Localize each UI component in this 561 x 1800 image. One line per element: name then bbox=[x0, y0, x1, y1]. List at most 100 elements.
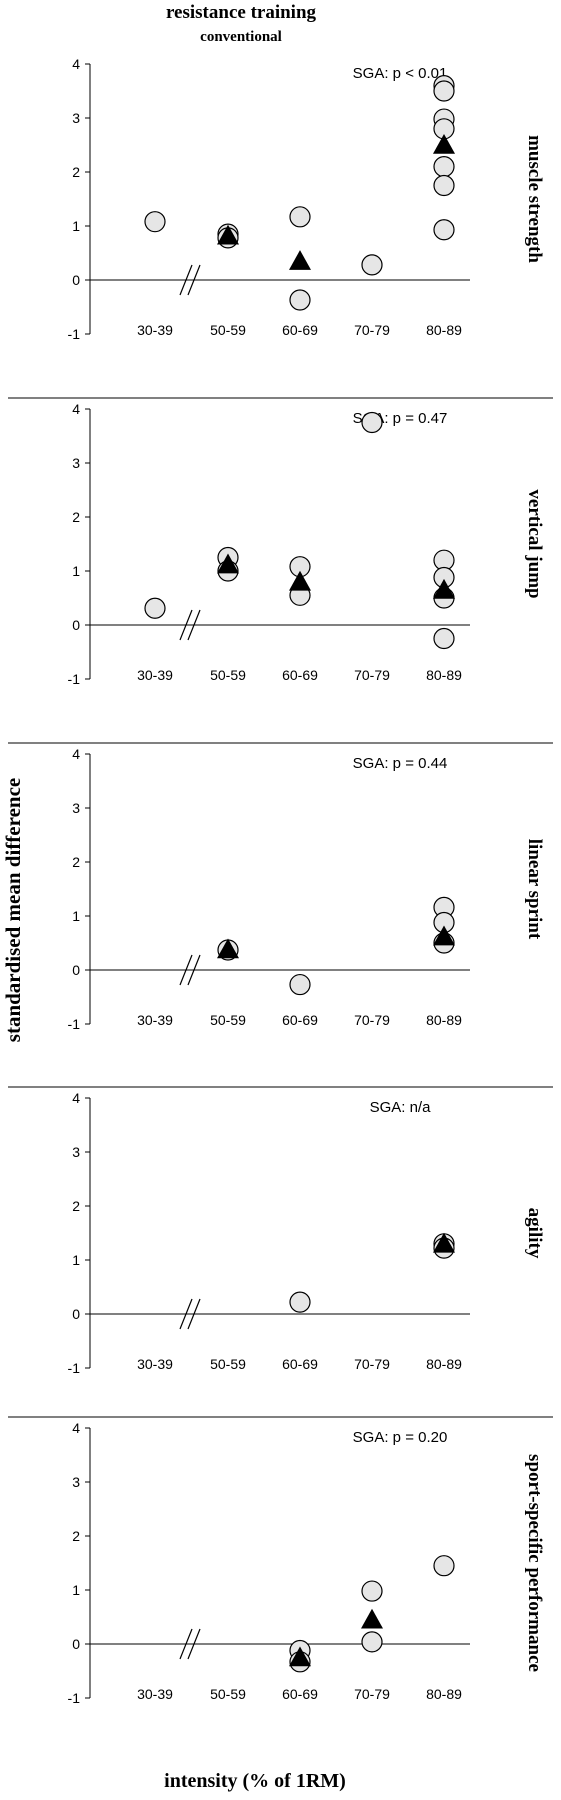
y-axis-label: standardised mean difference bbox=[1, 778, 25, 1042]
sga-annotation: SGA: p = 0.20 bbox=[353, 1429, 448, 1446]
y-tick-label: 4 bbox=[72, 746, 80, 762]
y-tick-label: 1 bbox=[72, 1582, 80, 1598]
axis-break-mark bbox=[179, 609, 193, 641]
mean-triangle bbox=[217, 224, 239, 245]
y-tick-label: 4 bbox=[72, 401, 80, 417]
y-tick-label: 3 bbox=[72, 1474, 80, 1490]
mean-triangle bbox=[361, 1608, 383, 1629]
y-tick-label: 2 bbox=[72, 1528, 80, 1544]
x-tick-label: 50-59 bbox=[210, 1012, 246, 1028]
y-tick-label: 4 bbox=[72, 1420, 80, 1436]
axis-break-mark bbox=[187, 1628, 201, 1660]
data-point-circle bbox=[289, 289, 311, 311]
panel-1: -1 0 1 2 3 4 30-39 50-59 60-69 70-79 80-89 SGA: p <… bbox=[68, 56, 545, 342]
sga-annotation: SGA: p < 0.01 bbox=[353, 65, 448, 82]
y-tick-label: 0 bbox=[72, 1306, 80, 1322]
mean-triangle bbox=[433, 925, 455, 946]
figure-subtitle: conventional bbox=[200, 29, 282, 45]
data-point-circle bbox=[361, 1631, 383, 1653]
axis-break-mark bbox=[179, 954, 193, 986]
axis-break-mark bbox=[187, 954, 201, 986]
x-tick-label: 80-89 bbox=[426, 1012, 462, 1028]
x-tick-label: 60-69 bbox=[282, 1686, 318, 1702]
y-tick-label: 2 bbox=[72, 1198, 80, 1214]
x-tick-label: 80-89 bbox=[426, 667, 462, 683]
x-tick-label: 50-59 bbox=[210, 1686, 246, 1702]
data-point-circle bbox=[289, 973, 311, 996]
panels: -1 0 1 2 3 4 30-39 50-59 60-69 70-79 80-89 SGA: p <… bbox=[8, 56, 553, 1706]
data-point-circle bbox=[433, 219, 455, 241]
x-tick-label: 50-59 bbox=[210, 667, 246, 683]
y-tick-label: 2 bbox=[72, 509, 80, 525]
panel-title: muscle strength bbox=[524, 135, 545, 263]
data-point-circle bbox=[361, 411, 383, 434]
y-tick-label: 3 bbox=[72, 800, 80, 816]
y-tick-label: -1 bbox=[68, 1360, 81, 1376]
mean-triangle bbox=[433, 1232, 455, 1253]
x-tick-label: 70-79 bbox=[354, 1686, 390, 1702]
axis-break-mark bbox=[179, 1628, 193, 1660]
x-tick-label: 50-59 bbox=[210, 1356, 246, 1372]
panel-3: -1 0 1 2 3 4 30-39 50-59 60-69 70-79 80-89 SGA: p =… bbox=[8, 742, 553, 1032]
y-tick-label: 2 bbox=[72, 164, 80, 180]
data-point-circle bbox=[433, 80, 455, 102]
x-tick-label: 30-39 bbox=[137, 667, 173, 683]
mean-triangle bbox=[289, 570, 311, 591]
data-point-circle bbox=[289, 206, 311, 228]
data-point-circle bbox=[144, 597, 166, 619]
mean-triangle bbox=[217, 938, 239, 959]
x-tick-label: 70-79 bbox=[354, 1356, 390, 1372]
mean-triangle bbox=[433, 134, 455, 154]
x-axis-label: intensity (% of 1RM) bbox=[164, 1770, 346, 1792]
mean-triangle bbox=[289, 250, 311, 270]
x-tick-label: 50-59 bbox=[210, 322, 246, 338]
data-point-circle bbox=[144, 211, 166, 233]
y-tick-label: 3 bbox=[72, 1144, 80, 1160]
x-tick-label: 30-39 bbox=[137, 322, 173, 338]
panel-title: vertical jump bbox=[524, 489, 545, 598]
data-point-circle bbox=[361, 254, 383, 276]
y-tick-label: 0 bbox=[72, 962, 80, 978]
y-tick-label: 1 bbox=[72, 1252, 80, 1268]
x-tick-label: 60-69 bbox=[282, 322, 318, 338]
x-tick-label: 30-39 bbox=[137, 1012, 173, 1028]
x-tick-label: 70-79 bbox=[354, 322, 390, 338]
y-tick-label: 0 bbox=[72, 272, 80, 288]
y-tick-label: 1 bbox=[72, 908, 80, 924]
y-tick-label: 3 bbox=[72, 455, 80, 471]
axis-break-mark bbox=[187, 1298, 201, 1330]
figure-title: resistance training bbox=[166, 2, 317, 23]
mean-triangle bbox=[217, 553, 239, 574]
y-tick-label: 2 bbox=[72, 854, 80, 870]
sga-annotation: SGA: n/a bbox=[370, 1099, 432, 1116]
x-tick-label: 30-39 bbox=[137, 1356, 173, 1372]
panel-title: agility bbox=[524, 1208, 545, 1259]
y-tick-label: 1 bbox=[72, 563, 80, 579]
data-point-circle bbox=[433, 174, 455, 197]
x-tick-label: 60-69 bbox=[282, 667, 318, 683]
data-point-circle bbox=[433, 1555, 455, 1577]
x-tick-label: 80-89 bbox=[426, 1356, 462, 1372]
panel-title: linear sprint bbox=[524, 839, 545, 940]
y-tick-label: 0 bbox=[72, 617, 80, 633]
data-point-circle bbox=[433, 627, 455, 650]
axis-break-mark bbox=[187, 609, 201, 641]
x-tick-label: 60-69 bbox=[282, 1012, 318, 1028]
y-tick-label: 0 bbox=[72, 1636, 80, 1652]
y-tick-label: -1 bbox=[68, 1690, 81, 1706]
mean-triangle bbox=[433, 578, 455, 599]
data-point-circle bbox=[361, 1580, 383, 1602]
x-tick-label: 30-39 bbox=[137, 1686, 173, 1702]
x-tick-label: 80-89 bbox=[426, 1686, 462, 1702]
sga-annotation: SGA: p = 0.44 bbox=[353, 755, 448, 772]
panel-title: sport-specific performance bbox=[524, 1454, 545, 1672]
mean-triangle bbox=[289, 1646, 311, 1667]
data-point-circle bbox=[433, 156, 455, 178]
y-tick-label: 1 bbox=[72, 218, 80, 234]
panel-4: -1 0 1 2 3 4 30-39 50-59 60-69 70-79 80-89 SGA: n/a… bbox=[8, 1086, 553, 1376]
axis-break-mark bbox=[179, 1298, 193, 1330]
x-tick-label: 80-89 bbox=[426, 322, 462, 338]
x-tick-label: 70-79 bbox=[354, 667, 390, 683]
